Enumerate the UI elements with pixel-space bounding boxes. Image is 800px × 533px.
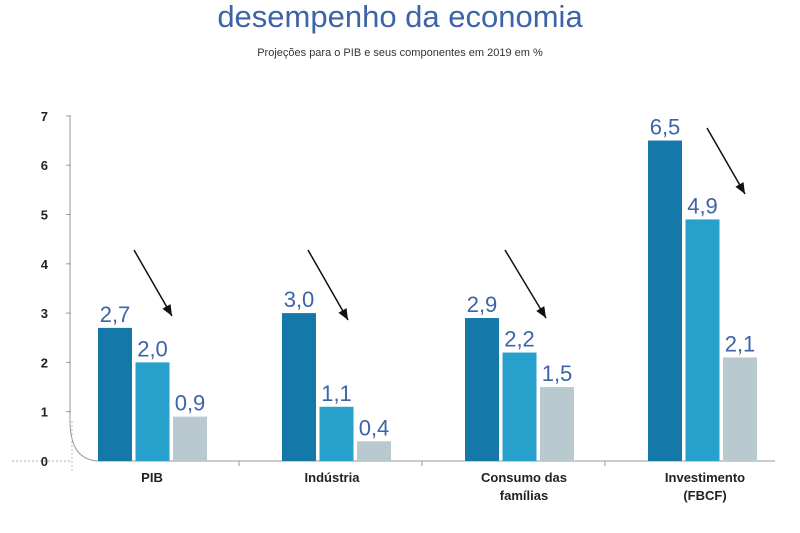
data-label: 2,0 (137, 336, 168, 361)
bar (685, 219, 720, 461)
data-label: 2,7 (100, 302, 131, 327)
bar (502, 352, 537, 461)
data-label: 1,1 (321, 381, 352, 406)
data-labels: 2,7 3,0 2,9 6,5 2,0 1,1 2,2 4,9 0,9 0,4 1,5 2,1 (100, 115, 756, 441)
data-label: 4,9 (687, 193, 718, 218)
y-tick-label: 4 (41, 257, 49, 272)
bar (98, 327, 132, 461)
arrow-down-icon (706, 127, 746, 195)
y-tick-label: 7 (41, 109, 48, 124)
chart-title: desempenho da economia (217, 0, 583, 34)
bar (465, 318, 499, 461)
y-tick-label: 0 (41, 454, 48, 469)
category-labels: PIB Indústria Consumo das famílias Investime… (141, 470, 745, 503)
category-label: PIB (141, 470, 163, 485)
bar (282, 313, 316, 461)
y-tick-label: 2 (41, 355, 48, 370)
y-tick-label: 3 (41, 306, 48, 321)
y-tick-label: 5 (41, 208, 48, 223)
bar (357, 441, 391, 461)
bar (135, 362, 170, 461)
data-label: 0,4 (359, 415, 390, 440)
data-label: 3,0 (284, 287, 315, 312)
category-label: Consumo das famílias (481, 470, 567, 503)
y-tick-label: 6 (41, 158, 48, 173)
data-label: 0,9 (175, 391, 206, 416)
bar (173, 416, 207, 461)
arrow-down-icon (307, 249, 349, 321)
bar (319, 406, 354, 461)
data-label: 2,1 (725, 331, 756, 356)
category-label: Indústria (305, 470, 361, 485)
data-label: 6,5 (650, 115, 681, 140)
category-label: Investimento (FBCF) (665, 470, 745, 503)
chart-subtitle: Projeções para o PIB e seus componentes … (257, 47, 543, 59)
bar (648, 140, 682, 462)
data-label: 1,5 (542, 361, 573, 386)
data-label: 2,2 (504, 327, 535, 352)
arrow-down-icon (504, 249, 547, 319)
data-label: 2,9 (467, 292, 498, 317)
y-tick-label: 1 (41, 405, 48, 420)
bar (723, 357, 757, 461)
arrow-down-icon (133, 249, 173, 317)
bars (98, 140, 757, 462)
arrows (133, 127, 746, 321)
bar (540, 387, 574, 461)
